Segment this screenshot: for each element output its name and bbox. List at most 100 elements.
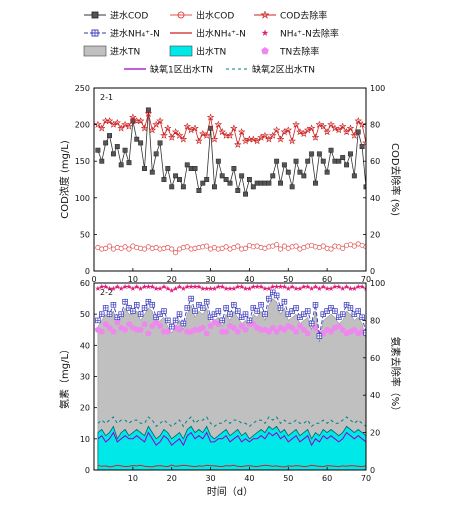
point-influent-nh4-cross	[270, 289, 276, 295]
point-influent-nh4-cross	[285, 311, 291, 317]
point-influent-cod	[196, 188, 202, 193]
chart-panel-cod: 0 10 20 30 40 50 60 700501001502002500204060801…	[58, 84, 402, 284]
point-influent-nh4-cross	[149, 302, 155, 308]
point-influent-nh4-cross	[274, 293, 280, 298]
point-tn-removal	[106, 324, 113, 331]
x-tick-label: 0	[91, 275, 96, 284]
legend-label: COD去除率	[280, 10, 327, 22]
point-effluent-cod	[103, 245, 109, 251]
point-tn-removal	[238, 322, 245, 329]
x-tick-label: 10	[128, 474, 138, 483]
x-tick-label: 30	[205, 474, 215, 483]
point-influent-nh4-cross	[138, 311, 144, 317]
point-tn-removal	[203, 330, 210, 337]
x-tick-label: 60	[322, 474, 332, 483]
legend-item: 进水COD	[84, 10, 148, 22]
point-influent-cod	[200, 180, 206, 186]
point-influent-cod	[301, 173, 307, 179]
legend-label: 进水COD	[110, 10, 148, 22]
point-tn-removal	[281, 326, 288, 333]
legend-item: 进水TN	[83, 46, 140, 58]
point-influent-nh4-cross	[340, 311, 346, 317]
point-influent-cod	[351, 173, 357, 179]
point-effluent-cod	[126, 246, 132, 252]
x-tick-label: 30	[205, 275, 215, 284]
point-influent-nh4-cross	[122, 299, 128, 305]
point-influent-cod	[145, 107, 151, 113]
legend-pentagon-marker	[261, 47, 269, 55]
legend-label: NH₄⁺-N去除率	[280, 28, 339, 40]
point-nh4-removal	[316, 285, 323, 291]
point-influent-nh4-cross	[161, 308, 167, 314]
point-influent-nh4-cross	[351, 311, 357, 317]
point-influent-cod	[173, 173, 179, 179]
y-axis-label: COD浓度 (mg/L)	[58, 140, 71, 219]
series-line-anoxic1-tn	[97, 431, 366, 447]
point-influent-cod	[316, 151, 322, 157]
point-influent-cod	[134, 136, 140, 142]
legend-label: 出水NH₄⁺-N	[196, 28, 246, 40]
point-influent-nh4-cross	[200, 305, 206, 311]
point-influent-nh4-cross	[192, 308, 198, 314]
point-influent-nh4-cross	[250, 305, 256, 311]
point-influent-nh4-cross	[344, 302, 349, 308]
legend-label: 出水COD	[196, 10, 234, 22]
point-influent-nh4-cross	[157, 311, 163, 317]
point-influent-cod	[297, 169, 303, 175]
point-influent-cod	[281, 162, 287, 168]
point-influent-cod	[250, 184, 256, 190]
point-tn-removal	[137, 326, 144, 333]
point-effluent-cod	[293, 243, 299, 249]
point-influent-nh4-cross	[231, 302, 237, 308]
point-tn-removal	[145, 330, 152, 337]
point-influent-cod	[344, 162, 350, 168]
point-nh4-removal	[130, 285, 136, 291]
point-influent-nh4-cross	[301, 311, 307, 317]
point-influent-nh4-cross	[348, 305, 353, 311]
point-influent-nh4-cross	[309, 321, 314, 326]
series-line-influent-nh4	[97, 291, 366, 337]
point-influent-nh4-cross	[215, 308, 221, 314]
point-influent-nh4-cross	[188, 296, 194, 301]
y-tick-label: 100	[75, 194, 90, 203]
point-tn-removal	[114, 318, 121, 325]
point-influent-cod	[122, 147, 128, 153]
point-nh4-removal	[137, 285, 144, 291]
point-influent-nh4-cross	[95, 318, 101, 323]
point-influent-cod	[165, 166, 171, 171]
y-tick-label: 0	[85, 267, 90, 276]
y-right-tick-label: 20	[370, 429, 380, 438]
point-influent-cod	[180, 184, 186, 190]
point-nh4-removal	[168, 287, 175, 293]
point-tn-removal	[339, 326, 346, 333]
point-influent-nh4-cross	[180, 321, 186, 326]
x-tick-label: 70	[361, 474, 371, 483]
point-tn-removal	[234, 328, 241, 335]
point-tn-removal	[296, 322, 304, 329]
panel-label: 2-1	[100, 93, 113, 102]
y-tick-label: 20	[80, 404, 90, 413]
point-influent-nh4-cross	[336, 314, 342, 320]
point-influent-nh4-cross	[258, 302, 264, 308]
point-tn-removal	[164, 328, 172, 335]
point-influent-nh4-cross	[146, 299, 151, 305]
point-effluent-cod	[274, 242, 280, 248]
point-influent-nh4-cross	[204, 299, 210, 305]
y-right-tick-label: 40	[370, 391, 380, 400]
point-influent-nh4-cross	[169, 324, 175, 330]
plot-area	[94, 107, 366, 256]
point-influent-cod	[204, 177, 210, 182]
legend-item: TN去除率	[261, 46, 319, 58]
y-tick-label: 40	[80, 341, 90, 350]
point-tn-removal	[222, 328, 230, 335]
point-influent-nh4-cross	[332, 308, 338, 314]
point-tn-removal	[125, 320, 133, 327]
series-line-effluent-nh4	[97, 464, 366, 468]
point-influent-cod	[99, 158, 105, 164]
point-influent-nh4-cross	[239, 314, 245, 320]
area-influent-tn	[97, 298, 366, 470]
y-right-tick-label: 80	[370, 121, 380, 130]
legend-square-marker	[91, 11, 99, 19]
legend-label: 进水NH₄⁺-N	[110, 28, 160, 40]
point-tn-removal	[335, 322, 342, 329]
